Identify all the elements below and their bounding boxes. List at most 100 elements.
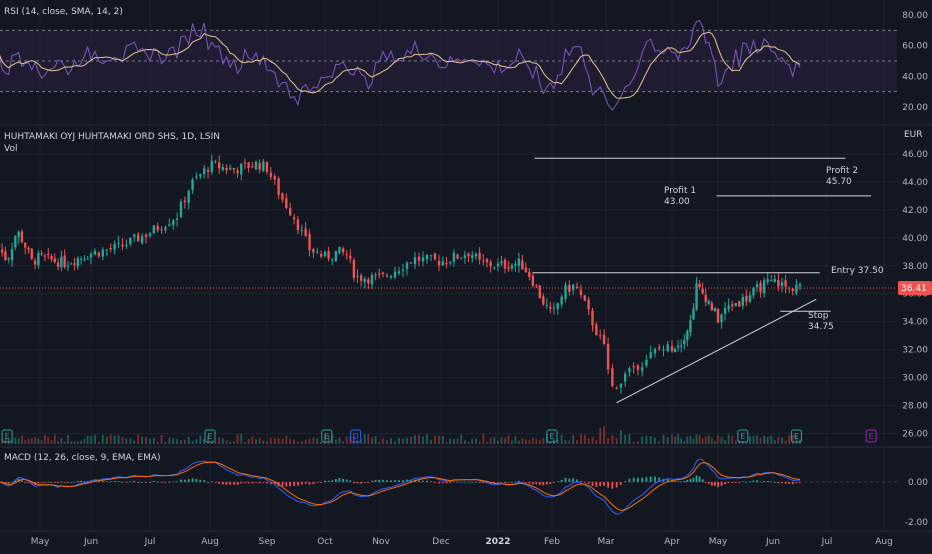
- macd-histogram-bar: [525, 482, 527, 483]
- candle-body: [331, 259, 333, 260]
- volume-label[interactable]: Vol: [4, 144, 17, 154]
- macd-histogram-bar: [364, 482, 366, 483]
- macd-histogram-bar: [426, 481, 428, 482]
- candle-body: [564, 285, 566, 299]
- event-marker-text: D: [353, 432, 359, 441]
- macd-histogram-bar: [21, 480, 23, 482]
- macd-histogram-bar: [133, 481, 135, 482]
- volume-bar: [603, 426, 605, 444]
- volume-bar: [637, 441, 639, 444]
- volume-bar: [493, 437, 495, 444]
- candle-body: [371, 275, 373, 284]
- candle-body: [742, 297, 744, 306]
- rsi-indicator-label[interactable]: RSI (14, close, SMA, 14, 2): [4, 7, 123, 17]
- stop-label: Stop: [808, 311, 828, 321]
- macd-histogram-bar: [196, 479, 198, 482]
- volume-bar: [671, 434, 673, 444]
- macd-histogram-bar: [114, 481, 116, 482]
- candle-body: [44, 256, 46, 257]
- stop-value: 34.75: [808, 322, 834, 332]
- candle-body: [320, 254, 322, 257]
- macd-histogram-bar: [799, 482, 801, 483]
- volume-bar: [110, 434, 112, 444]
- volume-bar: [479, 441, 481, 444]
- volume-bar: [422, 436, 424, 444]
- symbol-title[interactable]: HUHTAMAKI OYJ HUHTAMAKI ORD SHS, 1D, LSI…: [4, 132, 220, 142]
- macd-histogram-bar: [126, 482, 128, 483]
- volume-bar: [568, 441, 570, 444]
- candle-body: [222, 167, 224, 170]
- volume-bar: [418, 435, 420, 444]
- macd-histogram-bar: [172, 482, 174, 483]
- macd-histogram-bar: [457, 482, 459, 483]
- candle-body: [98, 253, 100, 257]
- candle-body: [240, 163, 242, 174]
- volume-bar: [309, 439, 311, 444]
- volume-bar: [74, 441, 76, 444]
- volume-bar: [521, 438, 523, 444]
- macd-histogram-bar: [742, 481, 744, 482]
- macd-histogram-bar: [690, 479, 692, 482]
- volume-bar: [561, 435, 563, 444]
- volume-bar: [305, 440, 307, 444]
- candle-body: [14, 236, 16, 247]
- candle-body: [493, 268, 495, 269]
- macd-histogram-bar: [580, 481, 582, 482]
- volume-bar: [539, 440, 541, 444]
- candle-body: [386, 275, 388, 276]
- macd-histogram-bar: [595, 482, 597, 487]
- macd-histogram-bar: [255, 482, 257, 483]
- candle-body: [176, 218, 178, 219]
- volume-bar: [486, 442, 488, 444]
- candle-body: [172, 220, 174, 225]
- volume-bar: [233, 441, 235, 444]
- macd-tick-label: 0.00: [908, 478, 928, 488]
- candle-body: [390, 276, 392, 278]
- volume-bar: [21, 436, 23, 444]
- volume-bar: [482, 434, 484, 444]
- volume-bar: [255, 439, 257, 444]
- volume-bar: [240, 434, 242, 444]
- macd-histogram-bar: [342, 479, 344, 482]
- volume-bar: [390, 438, 392, 444]
- macd-histogram-bar: [367, 482, 369, 483]
- macd-histogram-bar: [394, 480, 396, 482]
- candle-body: [549, 307, 551, 309]
- candle-body: [445, 263, 447, 264]
- volume-bar: [394, 441, 396, 444]
- candle-body: [251, 166, 253, 167]
- candle-body: [304, 228, 306, 235]
- candle-body: [80, 258, 82, 259]
- candle-body: [125, 245, 127, 246]
- candle-body: [229, 168, 231, 170]
- volume-bar: [646, 436, 648, 444]
- volume-bar: [31, 438, 33, 444]
- macd-histogram-bar: [449, 482, 451, 483]
- volume-bar: [229, 442, 231, 444]
- macd-histogram-bar: [592, 482, 594, 486]
- candle-body: [34, 261, 36, 265]
- volume-bar: [248, 439, 250, 444]
- macd-histogram-bar: [468, 482, 470, 483]
- macd-panel: [0, 459, 897, 514]
- macd-histogram-bar: [11, 482, 13, 483]
- macd-indicator-label[interactable]: MACD (12, 26, close, 9, EMA, EMA): [4, 453, 161, 463]
- macd-histogram-bar: [240, 482, 242, 484]
- candle-body: [141, 236, 143, 243]
- macd-histogram-bar: [371, 481, 373, 482]
- candle-body: [500, 261, 502, 263]
- macd-histogram-bar: [504, 482, 506, 483]
- volume-bar: [778, 437, 780, 444]
- candle-body: [236, 170, 238, 173]
- macd-histogram-bar: [398, 480, 400, 482]
- macd-histogram-bar: [711, 482, 713, 486]
- volume-bar: [278, 439, 280, 444]
- volume-bar: [633, 442, 635, 444]
- macd-histogram-bar: [360, 482, 362, 483]
- macd-histogram-bar: [375, 480, 377, 482]
- volume-bar: [126, 438, 128, 444]
- candle-body: [73, 263, 75, 264]
- macd-histogram-bar: [402, 480, 404, 482]
